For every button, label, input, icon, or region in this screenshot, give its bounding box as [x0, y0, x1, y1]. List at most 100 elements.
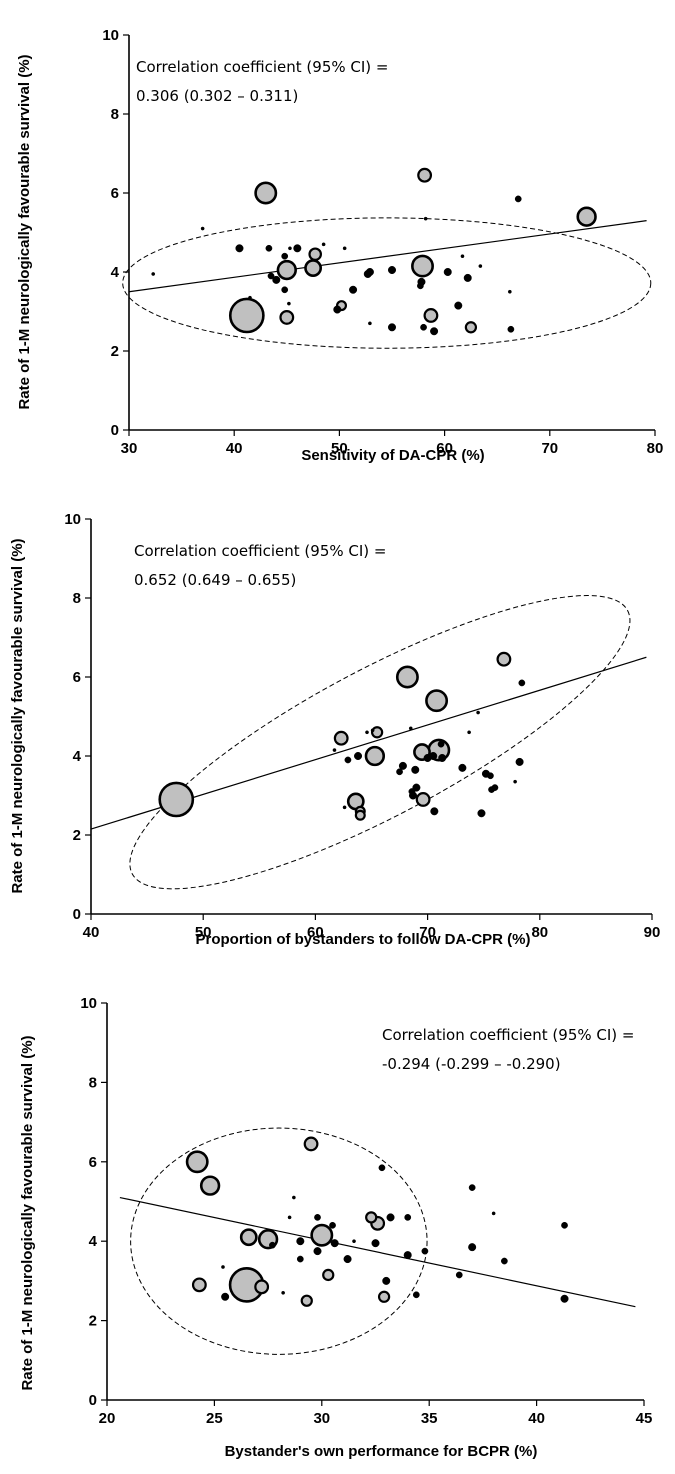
data-point: [151, 272, 156, 276]
x-tick-label: 30: [313, 1410, 330, 1427]
data-point: [332, 748, 337, 752]
correlation-annotation-line2: -0.294 (-0.299 – -0.290): [382, 1055, 561, 1073]
data-point: [310, 1223, 334, 1247]
data-point: [387, 266, 397, 275]
data-point: [478, 264, 483, 268]
data-point: [281, 252, 289, 260]
data-point: [333, 730, 349, 746]
data-point: [304, 259, 322, 277]
data-point: [276, 259, 297, 281]
data-point: [408, 788, 416, 795]
data-point: [368, 321, 372, 326]
data-point: [507, 289, 512, 294]
data-point: [513, 779, 517, 784]
data-point: [423, 216, 428, 221]
data-point: [200, 226, 205, 231]
data-point: [228, 297, 265, 334]
x-tick-label: 70: [541, 440, 558, 457]
data-point: [378, 1164, 386, 1172]
correlation-annotation-line1: Correlation coefficient (95% CI) =: [136, 58, 388, 76]
data-point: [354, 751, 363, 761]
data-point: [365, 730, 369, 735]
data-point: [515, 757, 524, 766]
data-point: [344, 756, 352, 764]
regression-line: [128, 220, 647, 293]
data-point: [248, 295, 252, 300]
chart-panel-sensitivity: 0 2 4 6 8 10 30 40 50 60 70 80 Sensitivity of DA-CP…: [16, 27, 663, 464]
data-point: [296, 1255, 304, 1263]
data-point: [477, 809, 486, 818]
data-point: [514, 195, 522, 203]
data-point: [333, 305, 342, 314]
x-tick-label: 30: [121, 440, 138, 457]
data-point: [235, 244, 244, 253]
x-tick-label: 90: [644, 924, 661, 941]
data-point: [221, 1292, 230, 1301]
regression-line-layer: [128, 220, 647, 293]
data-point: [292, 1195, 296, 1200]
x-axis-title: Bystander's own performance for BCPR (%): [225, 1443, 538, 1460]
y-tick-label: 6: [73, 669, 81, 686]
x-tick-label: 20: [99, 1410, 116, 1427]
data-point: [330, 1239, 339, 1248]
data-point: [288, 246, 292, 251]
axes: 0 2 4 6 8 10 30 40 50 60 70 80: [102, 27, 663, 457]
data-point: [343, 1255, 352, 1264]
axes: 0 2 4 6 8 10 40 50 60 70 80 90: [64, 511, 660, 941]
confidence-ellipse-layer: [129, 595, 631, 890]
data-point: [279, 310, 295, 325]
confidence-ellipse: [130, 1127, 428, 1355]
data-point: [352, 1239, 356, 1244]
y-tick-label: 10: [102, 27, 119, 44]
data-point: [221, 1265, 225, 1269]
y-tick-label: 8: [111, 106, 119, 123]
x-tick-label: 40: [528, 1410, 545, 1427]
data-point: [382, 1276, 391, 1285]
data-point: [287, 301, 291, 306]
data-point: [411, 765, 420, 774]
data-point: [417, 167, 433, 183]
y-tick-label: 10: [80, 995, 97, 1012]
data-point: [408, 726, 413, 731]
data-point: [377, 1290, 391, 1303]
data-point: [314, 1214, 321, 1221]
y-tick-label: 2: [111, 343, 119, 360]
x-tick-label: 45: [636, 1410, 653, 1427]
y-tick-label: 2: [89, 1313, 97, 1330]
data-point: [321, 242, 326, 247]
data-point: [303, 1136, 319, 1152]
data-point: [455, 1271, 463, 1279]
regression-line-layer: [119, 1196, 636, 1308]
chart-panel-bcpr-performance: 0 2 4 6 8 10 20 25 30 35 40 45 Bystander's own perf…: [19, 995, 652, 1460]
data-point: [443, 267, 452, 277]
y-tick-label: 0: [73, 906, 81, 923]
data-point: [507, 325, 515, 333]
data-point: [463, 273, 472, 282]
data-point: [254, 181, 278, 205]
data-point: [364, 745, 386, 767]
data-point: [423, 308, 439, 323]
correlation-annotation-line2: 0.652 (0.649 – 0.655): [134, 571, 296, 589]
data-point: [265, 244, 273, 252]
data-point: [322, 1268, 335, 1282]
x-tick-label: 80: [647, 440, 664, 457]
y-tick-label: 8: [89, 1074, 97, 1091]
data-point: [518, 679, 526, 687]
data-point: [267, 272, 275, 280]
regression-line: [119, 1196, 636, 1308]
confidence-ellipse-layer: [130, 1127, 428, 1355]
chart-panel-proportion: 0 2 4 6 8 10 40 50 60 70 80 90 Proportion of bystan…: [9, 511, 660, 948]
axes: 0 2 4 6 8 10 20 25 30 35 40 45: [80, 995, 652, 1427]
x-axis-title: Proportion of bystanders to follow DA-CP…: [196, 931, 531, 948]
correlation-annotation-line1: Correlation coefficient (95% CI) =: [134, 542, 386, 560]
x-tick-label: 70: [419, 924, 436, 941]
data-point: [501, 1257, 508, 1265]
data-point: [430, 807, 439, 816]
x-tick-label: 25: [206, 1410, 223, 1427]
data-point: [576, 206, 597, 227]
y-tick-label: 8: [73, 590, 81, 607]
data-point: [329, 1221, 336, 1229]
data-point: [468, 1243, 477, 1252]
data-point: [496, 651, 512, 667]
